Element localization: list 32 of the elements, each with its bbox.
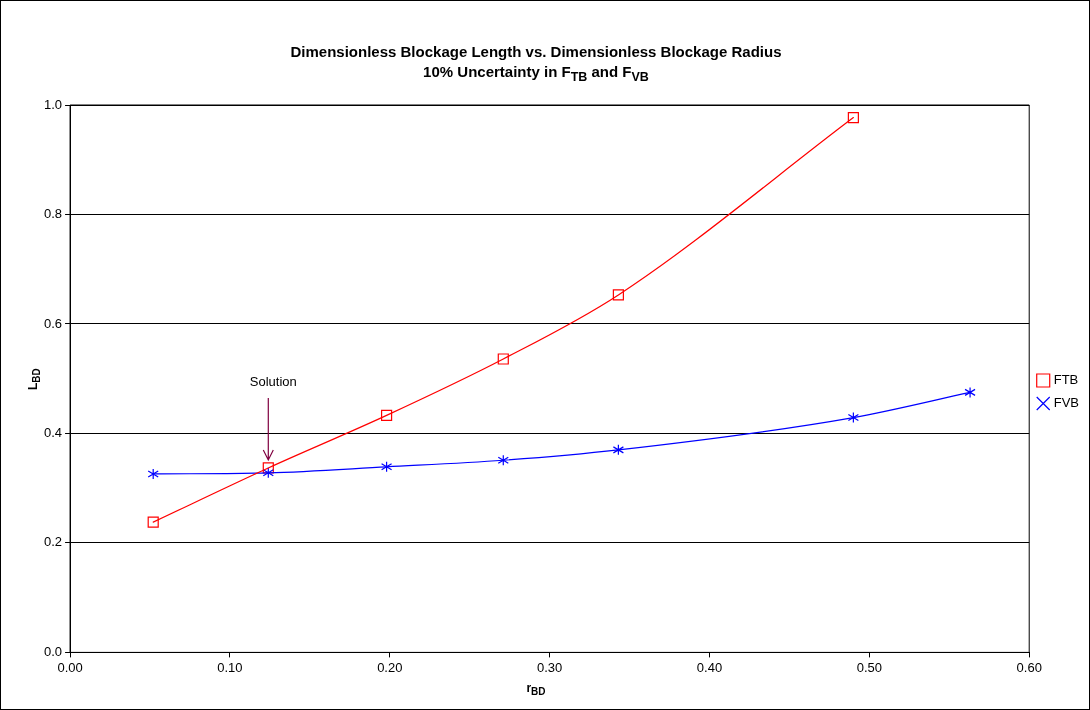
point — [262, 467, 274, 479]
chart-subtitle: 10% Uncertainty in F$_{TB}$ and F$_{VB}$ — [422, 63, 650, 84]
x-tick-label: 0.50 — [856, 659, 883, 675]
annotation: Solution — [249, 373, 297, 389]
x-tick-label: 0.20 — [377, 659, 403, 675]
point — [612, 289, 624, 301]
point — [964, 386, 976, 398]
point — [262, 462, 274, 474]
y-tick-label: 0.0 — [43, 643, 63, 659]
y-tick-label: 0.2 — [43, 534, 63, 550]
point — [147, 468, 159, 480]
point — [497, 454, 509, 466]
x-tick-label: 0.40 — [696, 659, 723, 675]
point — [847, 411, 859, 424]
chart-title: Dimensionless Blockage Length vs. Dimensionless Blockage Radius — [289, 43, 783, 60]
y-tick-label: 0.6 — [43, 315, 63, 331]
x-tick-label: 0.60 — [1016, 659, 1042, 675]
point — [497, 353, 509, 365]
y-tick-label: 1.0 — [43, 96, 63, 112]
point — [380, 461, 393, 473]
legend-label: FTB — [1053, 372, 1079, 388]
x-axis-title: r$_{BD}$ — [525, 681, 547, 698]
point — [147, 516, 159, 528]
point — [380, 409, 393, 421]
point — [847, 111, 859, 124]
x-tick-label: 0.10 — [217, 659, 243, 675]
y-tick-label: 0.4 — [43, 425, 63, 441]
point — [612, 444, 624, 456]
x-tick-label: 0.00 — [57, 659, 83, 675]
y-tick-label: 0.8 — [43, 206, 63, 222]
legend-label: FVB — [1053, 395, 1080, 411]
x-tick-label: 0.30 — [536, 659, 563, 675]
